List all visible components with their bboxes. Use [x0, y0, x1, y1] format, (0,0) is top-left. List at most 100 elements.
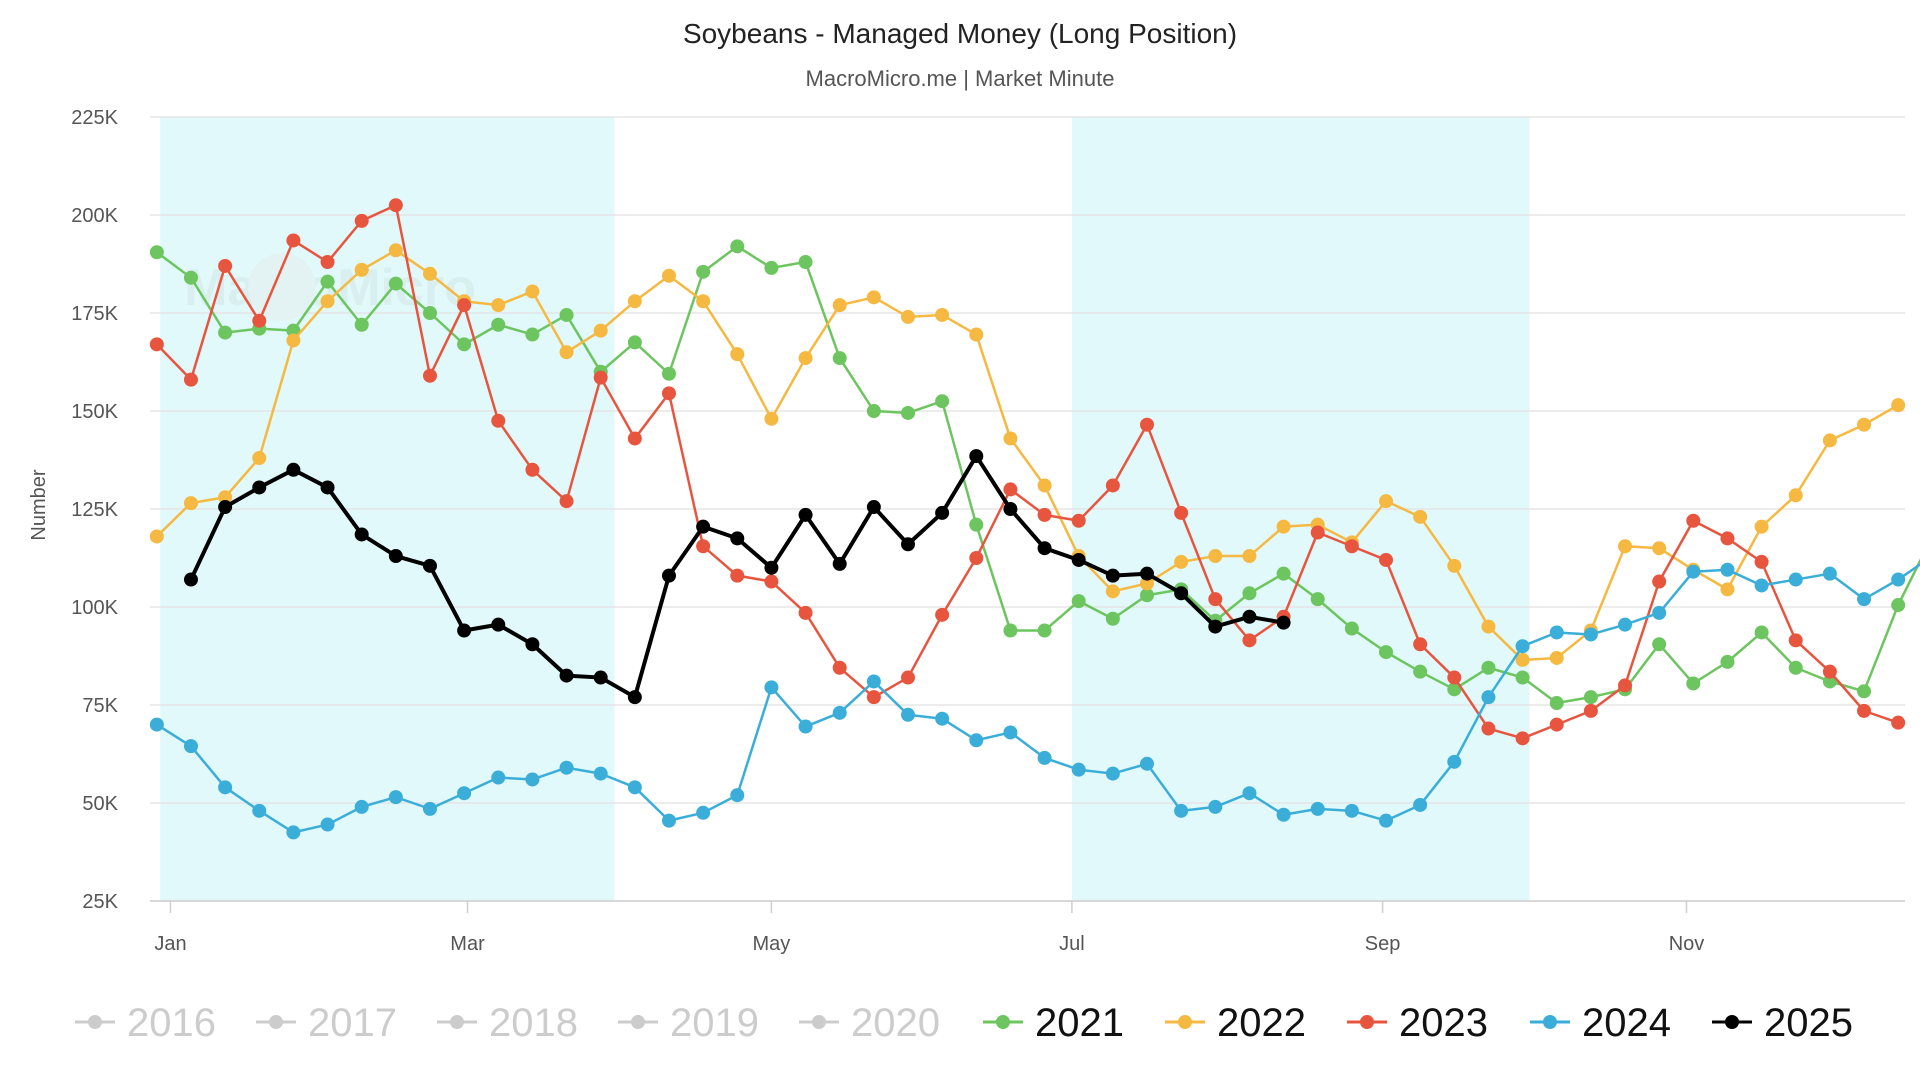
y-tick-label: 200K — [71, 205, 118, 227]
data-point — [354, 213, 369, 228]
data-point — [218, 258, 233, 273]
data-point — [1140, 417, 1155, 432]
data-point — [1618, 617, 1633, 632]
data-point — [1105, 766, 1120, 781]
data-point — [1583, 627, 1598, 642]
legend-item-2018[interactable]: 2018 — [437, 1001, 578, 1045]
chart-title: Soybeans - Managed Money (Long Position) — [683, 18, 1237, 49]
data-point — [218, 325, 233, 340]
data-point — [1105, 611, 1120, 626]
data-point — [1003, 502, 1018, 516]
data-point — [1140, 576, 1155, 591]
legend-marker-icon — [631, 1015, 645, 1029]
data-point — [1037, 507, 1052, 522]
data-point — [1583, 703, 1598, 718]
legend-label: 2021 — [1035, 1001, 1124, 1045]
gridlines — [150, 116, 1905, 902]
series-2024 — [149, 562, 1920, 840]
legend-item-2023[interactable]: 2023 — [1347, 1001, 1488, 1045]
data-point — [900, 670, 915, 685]
data-point — [1413, 509, 1428, 524]
data-point — [491, 770, 506, 785]
data-point — [661, 813, 676, 828]
x-tick-label: Jul — [1059, 933, 1085, 955]
data-point — [627, 780, 642, 795]
data-point — [1140, 588, 1155, 603]
data-point — [627, 335, 642, 350]
data-point — [935, 307, 950, 322]
data-point — [1413, 637, 1428, 652]
data-point — [900, 309, 915, 324]
legend-item-2021[interactable]: 2021 — [983, 1001, 1124, 1045]
data-point — [764, 411, 779, 426]
data-point — [661, 366, 676, 381]
legend-marker-icon — [1543, 1015, 1557, 1029]
data-point — [1174, 505, 1189, 520]
data-point — [798, 507, 813, 522]
legend-item-2024[interactable]: 2024 — [1530, 1001, 1671, 1045]
series-group — [149, 198, 1920, 840]
data-point — [354, 262, 369, 277]
legend-marker-icon — [812, 1015, 826, 1029]
data-point — [1857, 417, 1872, 432]
data-point — [320, 817, 335, 832]
data-point — [1822, 674, 1837, 689]
data-point — [286, 333, 301, 348]
data-point — [1652, 541, 1667, 556]
data-point — [1891, 398, 1906, 413]
data-point — [149, 337, 164, 352]
data-point — [1174, 586, 1189, 601]
data-point — [1344, 803, 1359, 818]
data-point — [798, 719, 813, 734]
data-point — [1788, 488, 1803, 503]
data-point — [1788, 660, 1803, 675]
data-point — [218, 780, 233, 795]
data-point — [1037, 750, 1052, 765]
legend-item-2017[interactable]: 2017 — [256, 1001, 397, 1045]
data-point — [1310, 525, 1325, 540]
data-point — [1891, 572, 1906, 587]
data-point — [900, 707, 915, 722]
data-point — [1788, 633, 1803, 648]
data-point — [1583, 690, 1598, 705]
data-point — [491, 617, 506, 632]
data-point — [491, 413, 506, 428]
data-point — [1413, 664, 1428, 679]
data-point — [559, 668, 574, 683]
data-point — [593, 370, 608, 385]
data-point — [320, 255, 335, 270]
legend-item-2019[interactable]: 2019 — [618, 1001, 759, 1045]
data-point — [832, 556, 847, 571]
data-point — [1652, 637, 1667, 652]
legend-marker-icon — [1360, 1015, 1374, 1029]
data-point — [1481, 619, 1496, 634]
data-point — [1379, 645, 1394, 660]
data-point — [320, 294, 335, 309]
y-tick-label: 125K — [71, 499, 118, 521]
legend-item-2025[interactable]: 2025 — [1712, 1001, 1853, 1045]
data-point — [935, 711, 950, 726]
legend: 2016 2017 2018 2019 2020 2021 2022 2023 2024 2025 — [75, 1001, 1853, 1045]
data-point — [696, 294, 711, 309]
data-point — [1003, 482, 1018, 497]
data-point — [559, 494, 574, 509]
data-point — [252, 480, 267, 495]
data-point — [1447, 682, 1462, 697]
legend-item-2020[interactable]: 2020 — [799, 1001, 940, 1045]
data-point — [969, 449, 984, 464]
legend-label: 2017 — [308, 1001, 397, 1045]
data-point — [1174, 803, 1189, 818]
legend-item-2022[interactable]: 2022 — [1165, 1001, 1306, 1045]
data-point — [627, 431, 642, 446]
data-point — [1857, 703, 1872, 718]
data-point — [525, 772, 540, 787]
legend-item-2016[interactable]: 2016 — [75, 1001, 216, 1045]
data-point — [252, 313, 267, 328]
data-point — [525, 462, 540, 477]
data-point — [1549, 650, 1564, 665]
data-point — [457, 337, 472, 352]
data-point — [935, 505, 950, 520]
data-point — [388, 790, 403, 805]
data-point — [1003, 725, 1018, 740]
data-point — [1754, 625, 1769, 640]
